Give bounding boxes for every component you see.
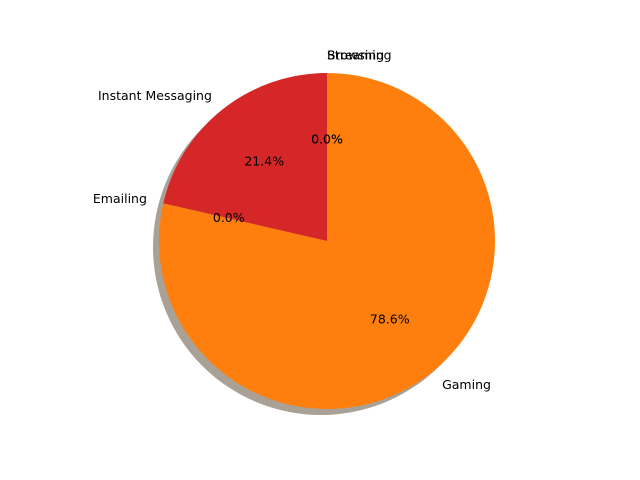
percent-label-streaming: 0.0% <box>311 132 343 147</box>
percent-label-gaming: 78.6% <box>370 311 410 326</box>
pie-slice-gaming <box>159 73 495 409</box>
slice-label-instant-messaging: Instant Messaging <box>98 88 212 103</box>
percent-label-instant-messaging: 21.4% <box>244 154 284 169</box>
percent-label-emailing: 0.0% <box>213 210 245 225</box>
slice-label-emailing: Emailing <box>93 191 147 206</box>
pie-labels: Browsing 0.0% Streaming 0.0% Instant Messagi… <box>93 48 491 392</box>
pie-slices <box>159 73 495 409</box>
slice-label-gaming: Gaming <box>442 377 491 392</box>
percent-label-browsing: 0.0% <box>311 132 343 147</box>
slice-label-streaming: Streaming <box>327 48 392 63</box>
slice-label-browsing: Browsing <box>327 48 384 63</box>
pie-slice-instant-messaging <box>163 73 327 241</box>
